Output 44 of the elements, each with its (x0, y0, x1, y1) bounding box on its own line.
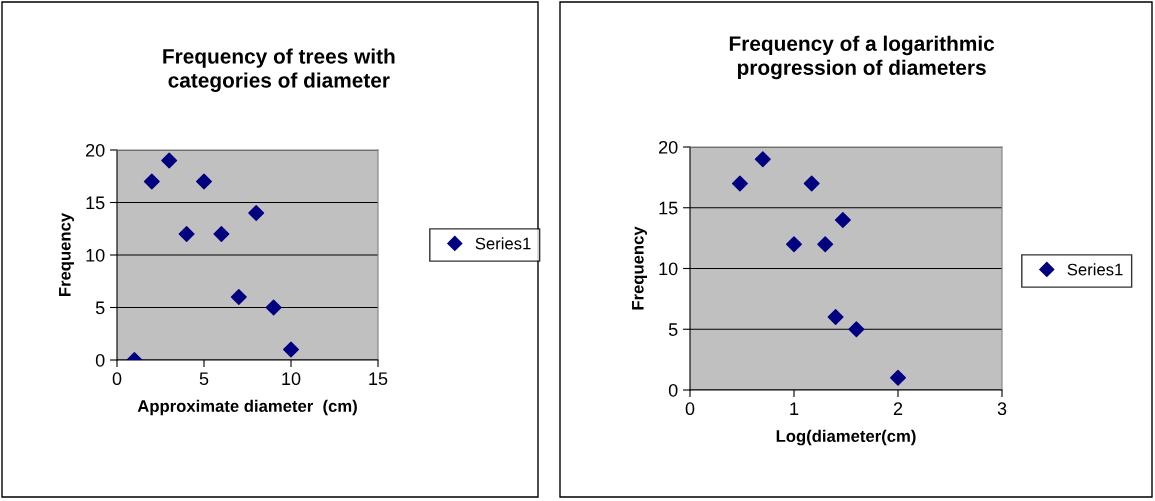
point (143, 173, 160, 190)
y-tick-label: 15 (659, 201, 678, 215)
point (248, 205, 265, 221)
point (803, 175, 820, 192)
x-tick-label: 3 (997, 402, 1007, 416)
point (196, 173, 212, 190)
x-axis-title: Log(diameter(cm) (776, 429, 916, 446)
y-tick-label: 5 (668, 323, 678, 336)
y-tick-label: 0 (668, 383, 678, 397)
point (283, 341, 299, 358)
x-tick-label: 15 (369, 372, 388, 386)
point (161, 152, 178, 169)
point (265, 299, 282, 316)
y-tick-label: 0 (95, 353, 105, 367)
point (230, 289, 247, 305)
y-tick-label: 20 (659, 140, 678, 154)
point (213, 226, 230, 242)
point (834, 211, 851, 228)
point (178, 226, 195, 242)
x-axis-title: Approximate diameter (cm) (137, 399, 357, 416)
point (827, 309, 844, 326)
point (890, 369, 906, 386)
legend-label: Series1 (1067, 263, 1123, 276)
point (817, 236, 834, 253)
legend-label: Series1 (475, 237, 531, 250)
chart-title: Frequency of trees with categories of diameter (163, 48, 395, 92)
y-axis-title: Frequency (59, 212, 74, 297)
y-tick-label: 5 (95, 301, 105, 315)
x-tick-label: 5 (199, 372, 209, 386)
x-tick-label: 10 (282, 372, 301, 386)
x-tick-label: 0 (685, 402, 695, 416)
point (848, 321, 865, 338)
x-tick-label: 2 (893, 402, 903, 415)
x-tick-label: 0 (112, 372, 122, 386)
y-tick-label: 10 (86, 248, 105, 262)
point (731, 175, 748, 192)
point (754, 151, 771, 168)
y-tick-label: 15 (86, 196, 105, 210)
y-tick-label: 10 (659, 262, 678, 276)
chart-title: Frequency of a logarithmic progression of diameters (729, 35, 995, 80)
y-tick-label: 20 (86, 143, 105, 157)
y-axis-title: Frequency (632, 226, 647, 310)
x-tick-label: 1 (790, 402, 799, 415)
point (786, 236, 802, 253)
